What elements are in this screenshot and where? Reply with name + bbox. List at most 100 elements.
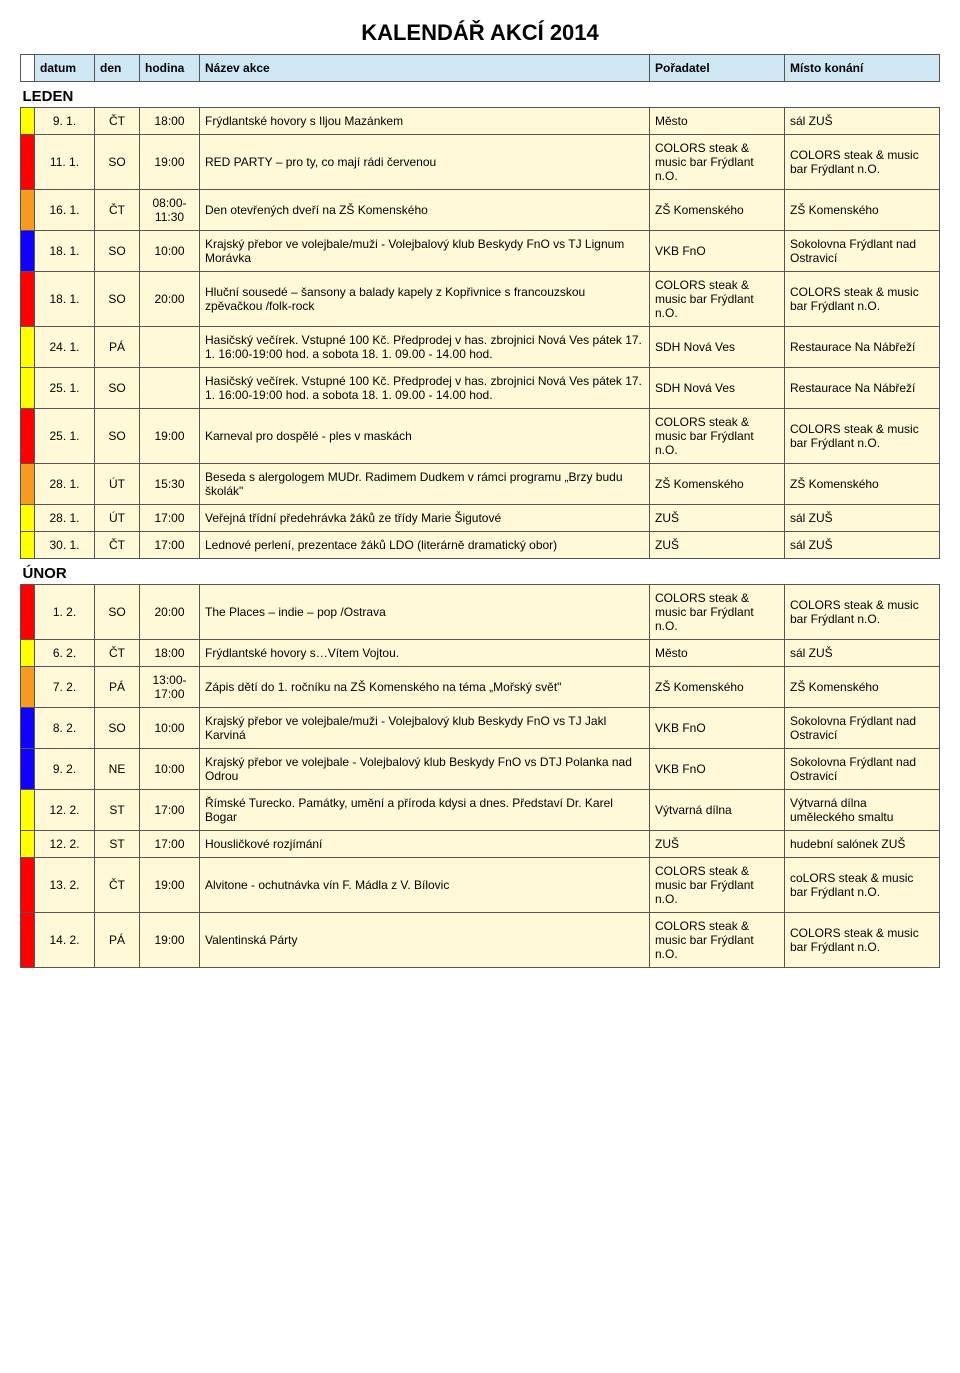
- table-row: 28. 1.ÚT17:00Veřejná třídní předehrávka …: [21, 505, 940, 532]
- month-label: ÚNOR: [21, 559, 940, 585]
- name-cell: Krajský přebor ve volejbale/muži - Volej…: [200, 708, 650, 749]
- organizer-cell: COLORS steak & music bar Frýdlant n.O.: [650, 913, 785, 968]
- color-bar: [21, 505, 35, 532]
- header-row: datumdenhodinaNázev akcePořadatelMísto k…: [21, 55, 940, 82]
- name-cell: RED PARTY – pro ty, co mají rádi červeno…: [200, 135, 650, 190]
- color-bar: [21, 272, 35, 327]
- header-cell: hodina: [140, 55, 200, 82]
- date-cell: 12. 2.: [35, 790, 95, 831]
- table-row: 6. 2.ČT18:00Frýdlantské hovory s…Vítem V…: [21, 640, 940, 667]
- date-cell: 28. 1.: [35, 464, 95, 505]
- organizer-cell: ZŠ Komenského: [650, 667, 785, 708]
- table-row: 24. 1.PÁHasičský večírek. Vstupné 100 Kč…: [21, 327, 940, 368]
- name-cell: The Places – indie – pop /Ostrava: [200, 585, 650, 640]
- location-cell: COLORS steak & music bar Frýdlant n.O.: [785, 409, 940, 464]
- name-cell: Krajský přebor ve volejbale/muži - Volej…: [200, 231, 650, 272]
- date-cell: 28. 1.: [35, 505, 95, 532]
- time-cell: 18:00: [140, 108, 200, 135]
- day-cell: PÁ: [95, 667, 140, 708]
- day-cell: ST: [95, 831, 140, 858]
- color-bar: [21, 108, 35, 135]
- events-table: datumdenhodinaNázev akcePořadatelMísto k…: [20, 54, 940, 968]
- organizer-cell: VKB FnO: [650, 749, 785, 790]
- date-cell: 18. 1.: [35, 272, 95, 327]
- table-row: 7. 2.PÁ13:00-17:00Zápis dětí do 1. roční…: [21, 667, 940, 708]
- name-cell: Lednové perlení, prezentace žáků LDO (li…: [200, 532, 650, 559]
- day-cell: ČT: [95, 532, 140, 559]
- header-cell: den: [95, 55, 140, 82]
- time-cell: 08:00-11:30: [140, 190, 200, 231]
- day-cell: ČT: [95, 640, 140, 667]
- organizer-cell: ZŠ Komenského: [650, 464, 785, 505]
- date-cell: 6. 2.: [35, 640, 95, 667]
- location-cell: sál ZUŠ: [785, 532, 940, 559]
- table-row: 14. 2.PÁ19:00Valentinská PártyCOLORS ste…: [21, 913, 940, 968]
- date-cell: 12. 2.: [35, 831, 95, 858]
- location-cell: sál ZUŠ: [785, 505, 940, 532]
- organizer-cell: COLORS steak & music bar Frýdlant n.O.: [650, 272, 785, 327]
- location-cell: COLORS steak & music bar Frýdlant n.O.: [785, 135, 940, 190]
- table-row: 18. 1.SO20:00Hluční sousedé – šansony a …: [21, 272, 940, 327]
- table-row: 8. 2.SO10:00Krajský přebor ve volejbale/…: [21, 708, 940, 749]
- color-bar: [21, 640, 35, 667]
- time-cell: 17:00: [140, 831, 200, 858]
- date-cell: 24. 1.: [35, 327, 95, 368]
- color-bar: [21, 858, 35, 913]
- time-cell: 10:00: [140, 231, 200, 272]
- organizer-cell: ZUŠ: [650, 831, 785, 858]
- table-row: 25. 1.SOHasičský večírek. Vstupné 100 Kč…: [21, 368, 940, 409]
- color-bar: [21, 532, 35, 559]
- color-bar: [21, 708, 35, 749]
- time-cell: 19:00: [140, 409, 200, 464]
- location-cell: COLORS steak & music bar Frýdlant n.O.: [785, 585, 940, 640]
- date-cell: 1. 2.: [35, 585, 95, 640]
- day-cell: ČT: [95, 190, 140, 231]
- color-bar: [21, 667, 35, 708]
- name-cell: Hluční sousedé – šansony a balady kapely…: [200, 272, 650, 327]
- name-cell: Frýdlantské hovory s Iljou Mazánkem: [200, 108, 650, 135]
- organizer-cell: Město: [650, 108, 785, 135]
- month-label: LEDEN: [21, 82, 940, 108]
- date-cell: 13. 2.: [35, 858, 95, 913]
- location-cell: sál ZUŠ: [785, 640, 940, 667]
- header-cell: datum: [35, 55, 95, 82]
- header-cell: [21, 55, 35, 82]
- table-row: 25. 1.SO19:00Karneval pro dospělé - ples…: [21, 409, 940, 464]
- name-cell: Beseda s alergologem MUDr. Radimem Dudke…: [200, 464, 650, 505]
- name-cell: Valentinská Párty: [200, 913, 650, 968]
- color-bar: [21, 231, 35, 272]
- organizer-cell: COLORS steak & music bar Frýdlant n.O.: [650, 585, 785, 640]
- organizer-cell: Město: [650, 640, 785, 667]
- color-bar: [21, 135, 35, 190]
- color-bar: [21, 190, 35, 231]
- time-cell: 17:00: [140, 790, 200, 831]
- time-cell: 10:00: [140, 708, 200, 749]
- day-cell: SO: [95, 135, 140, 190]
- day-cell: ÚT: [95, 464, 140, 505]
- location-cell: sál ZUŠ: [785, 108, 940, 135]
- organizer-cell: COLORS steak & music bar Frýdlant n.O.: [650, 135, 785, 190]
- day-cell: SO: [95, 585, 140, 640]
- table-row: 13. 2.ČT19:00Alvitone - ochutnávka vín F…: [21, 858, 940, 913]
- location-cell: coLORS steak & music bar Frýdlant n.O.: [785, 858, 940, 913]
- time-cell: 19:00: [140, 135, 200, 190]
- color-bar: [21, 327, 35, 368]
- date-cell: 9. 2.: [35, 749, 95, 790]
- date-cell: 16. 1.: [35, 190, 95, 231]
- organizer-cell: COLORS steak & music bar Frýdlant n.O.: [650, 409, 785, 464]
- name-cell: Housličkové rozjímání: [200, 831, 650, 858]
- date-cell: 8. 2.: [35, 708, 95, 749]
- day-cell: NE: [95, 749, 140, 790]
- name-cell: Frýdlantské hovory s…Vítem Vojtou.: [200, 640, 650, 667]
- location-cell: Sokolovna Frýdlant nad Ostravicí: [785, 231, 940, 272]
- organizer-cell: SDH Nová Ves: [650, 327, 785, 368]
- location-cell: Sokolovna Frýdlant nad Ostravicí: [785, 749, 940, 790]
- table-row: 18. 1.SO10:00Krajský přebor ve volejbale…: [21, 231, 940, 272]
- organizer-cell: ZUŠ: [650, 532, 785, 559]
- date-cell: 25. 1.: [35, 409, 95, 464]
- time-cell: 15:30: [140, 464, 200, 505]
- color-bar: [21, 790, 35, 831]
- location-cell: ZŠ Komenského: [785, 667, 940, 708]
- location-cell: COLORS steak & music bar Frýdlant n.O.: [785, 272, 940, 327]
- location-cell: Restaurace Na Nábřeží: [785, 368, 940, 409]
